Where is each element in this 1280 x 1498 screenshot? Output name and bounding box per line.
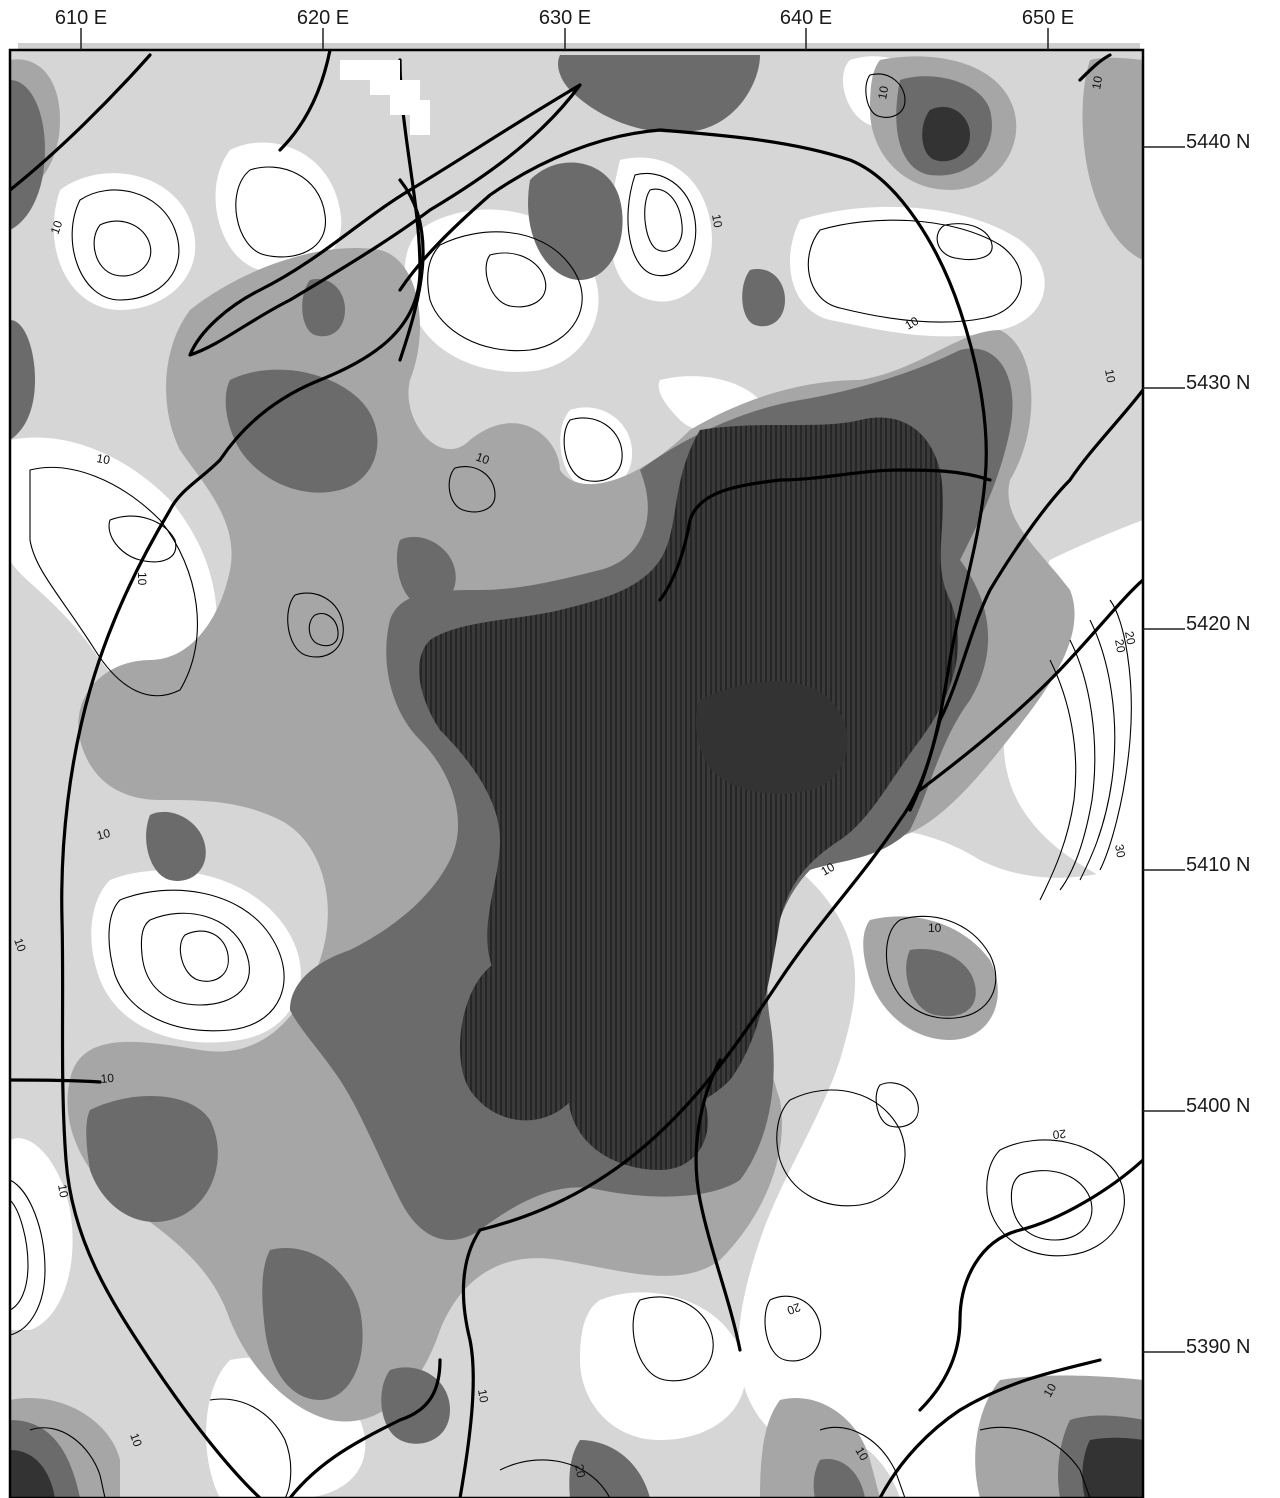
contour-label: 10 xyxy=(475,1388,491,1404)
contour-label: 20 xyxy=(1052,1127,1067,1142)
x-axis-label: 640 E xyxy=(780,7,832,29)
contour-label: 10 xyxy=(709,213,725,229)
blank-patch xyxy=(340,60,430,135)
contour-label: 30 xyxy=(1112,843,1128,859)
contour-label: 10 xyxy=(819,860,838,879)
x-axis-label: 610 E xyxy=(55,7,107,29)
y-axis-label: 5420 N xyxy=(1186,613,1251,635)
contour-label: 10 xyxy=(127,1431,145,1449)
contour-label: 10 xyxy=(11,936,29,954)
y-axis-label: 5400 N xyxy=(1186,1095,1251,1117)
contour-label: 20 xyxy=(1122,630,1138,646)
contour-label: 10 xyxy=(1040,1381,1059,1400)
y-axis: 5440 N 5430 N 5420 N 5410 N 5400 N 5390 … xyxy=(1143,131,1251,1358)
contour-label: 10 xyxy=(1089,75,1105,91)
contour-label: 10 xyxy=(1102,368,1118,384)
y-axis-label: 5390 N xyxy=(1186,1336,1251,1358)
x-axis-label: 620 E xyxy=(297,7,349,29)
map-frame xyxy=(8,48,1145,1498)
contour-labels: 10 10 10 10 10 10 10 10 10 20 20 30 10 1… xyxy=(11,75,1138,1479)
contour-label: 10 xyxy=(55,1183,71,1199)
geologic-boundaries xyxy=(10,50,1143,1498)
x-axis-label: 650 E xyxy=(1022,7,1074,29)
contour-label: 10 xyxy=(852,1445,871,1464)
darkest-zones xyxy=(419,417,959,1170)
contour-label: 10 xyxy=(875,85,891,101)
contour-label: 10 xyxy=(135,572,149,586)
y-axis-label: 5410 N xyxy=(1186,854,1251,876)
core-zones xyxy=(10,106,1143,1498)
contour-label: 10 xyxy=(95,451,111,467)
contour-label: 20 xyxy=(1112,638,1128,654)
contour-label: 10 xyxy=(95,826,112,843)
contour-label: 10 xyxy=(48,218,66,236)
x-axis: 610 E 620 E 630 E 640 E 650 E xyxy=(55,7,1074,50)
top-axis-strip xyxy=(18,43,1140,51)
contour-label: 20 xyxy=(785,1300,803,1318)
contour-lines xyxy=(10,73,1132,1498)
y-axis-label: 5440 N xyxy=(1186,131,1251,153)
map-field: 10 10 10 10 10 10 10 10 10 20 20 30 10 1… xyxy=(10,50,1143,1498)
x-axis-label: 630 E xyxy=(539,7,591,29)
contour-label: 20 xyxy=(572,1463,588,1479)
y-axis-label: 5430 N xyxy=(1186,372,1251,394)
contour-label: 10 xyxy=(903,314,922,333)
contour-label: 10 xyxy=(928,921,942,935)
contour-label: 10 xyxy=(474,450,492,468)
contour-label: 10 xyxy=(100,1071,115,1086)
